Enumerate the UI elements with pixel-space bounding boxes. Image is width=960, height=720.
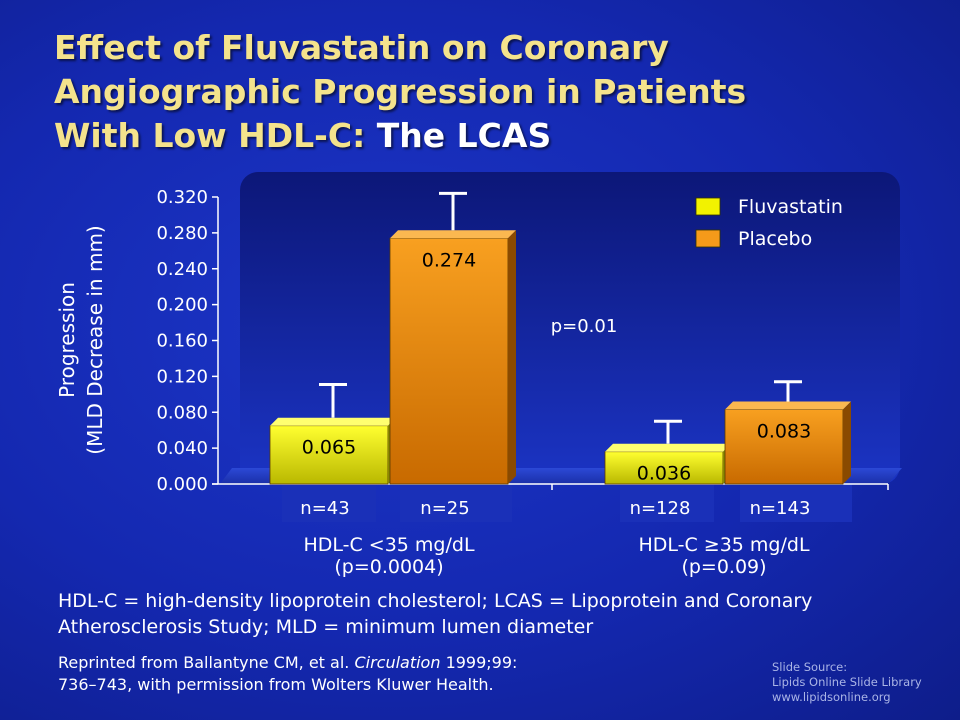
bar-value-label: 0.036 (637, 463, 691, 485)
group-label: HDL-C <35 mg/dL (303, 534, 474, 556)
legend-label-fluvastatin: Fluvastatin (738, 196, 843, 218)
title-line-3: With Low HDL-C: The LCAS (54, 114, 934, 158)
source-line-1: Slide Source: (772, 660, 848, 674)
y-tick-label: 0.120 (156, 366, 208, 387)
y-tick-label: 0.200 (156, 295, 208, 316)
y-tick-label: 0.160 (156, 331, 208, 352)
y-tick-label: 0.000 (156, 474, 208, 495)
y-tick-label: 0.080 (156, 402, 208, 423)
bar-value-label: 0.274 (422, 249, 476, 271)
source-line-3: www.lipidsonline.org (772, 690, 891, 704)
y-axis-label-line-2: (MLD Decrease in mm) (83, 225, 107, 454)
footnote-line-2: Atherosclerosis Study; MLD = minimum lum… (58, 616, 594, 638)
slide-source: Slide Source: Lipids Online Slide Librar… (772, 660, 922, 705)
y-tick-label: 0.320 (156, 187, 208, 208)
source-line-2: Lipids Online Slide Library (772, 675, 922, 689)
bar-placebo (389, 237, 509, 485)
group-pvalue: (p=0.0004) (334, 556, 443, 578)
n-label: n=143 (750, 498, 811, 519)
reference-prefix: Reprinted from Ballantyne CM, et al. (58, 653, 355, 672)
reference-line-1: Reprinted from Ballantyne CM, et al. Cir… (58, 652, 517, 674)
y-tick-label: 0.280 (156, 223, 208, 244)
bar-placebo (724, 409, 844, 485)
reference-journal: Circulation (354, 653, 441, 672)
footnote: HDL-C = high-density lipoprotein cholest… (58, 588, 812, 640)
title-line-2: Angiographic Progression in Patients (54, 72, 747, 111)
reference: Reprinted from Ballantyne CM, et al. Cir… (58, 652, 517, 696)
reference-suffix: 1999;99: (440, 653, 518, 672)
group-label: HDL-C ≥35 mg/dL (638, 534, 809, 556)
bar-top-face (725, 401, 851, 410)
bars: 0.065 n=43 0.274 n=25 HDL-C <35 mg/dL(p=0.00… (269, 191, 851, 578)
title-line-3-white: The LCAS (365, 116, 552, 155)
bar-top-face (270, 417, 396, 426)
bar-value-label: 0.083 (757, 421, 811, 443)
bar-top-face (605, 443, 731, 452)
legend: Fluvastatin Placebo (695, 196, 843, 250)
legend-swatch-placebo (695, 229, 721, 248)
legend-label-placebo: Placebo (738, 228, 812, 250)
bar-fluvastatin (604, 451, 724, 485)
footnote-line-1: HDL-C = high-density lipoprotein cholest… (58, 590, 813, 612)
slide-title: Effect of Fluvastatin on Coronary Angiog… (54, 26, 934, 158)
y-axis: 0.000 0.040 0.080 0.120 0.160 0.200 0.240 0.280… (156, 187, 219, 495)
n-label: n=43 (300, 498, 349, 519)
group-pvalue: (p=0.09) (681, 556, 766, 578)
n-label-bg-1 (282, 484, 376, 522)
bar-fluvastatin (269, 425, 389, 485)
y-axis-label-line-1: Progression (55, 282, 79, 398)
y-tick-label: 0.240 (156, 259, 208, 280)
n-label-bg-4 (740, 484, 852, 522)
reference-line-2: 736–743, with permission from Wolters Kl… (58, 675, 494, 694)
legend-swatch-fluvastatin (695, 197, 721, 216)
p-value-annotation: p=0.01 (551, 316, 618, 337)
n-label: n=128 (630, 498, 691, 519)
bar-side-face (843, 401, 851, 484)
n-label: n=25 (420, 498, 469, 519)
title-line-3-yellow: With Low HDL-C: (54, 116, 366, 155)
bar-value-label: 0.065 (302, 437, 356, 459)
bar-side-face (508, 230, 516, 484)
title-line-1: Effect of Fluvastatin on Coronary (54, 28, 669, 67)
n-label-bg-2 (400, 484, 512, 522)
n-label-bg-3 (620, 484, 714, 522)
bar-top-face (390, 230, 516, 239)
y-tick-label: 0.040 (156, 438, 208, 459)
